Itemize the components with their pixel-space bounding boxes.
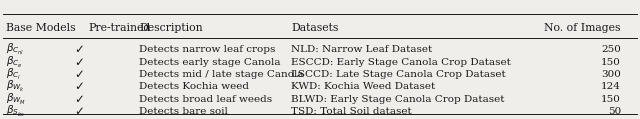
Text: Detects mid / late stage Canola: Detects mid / late stage Canola [140, 70, 304, 79]
Text: ESCCD: Early Stage Canola Crop Dataset: ESCCD: Early Stage Canola Crop Dataset [291, 58, 511, 67]
Text: $\beta_{C_{nl}}$: $\beta_{C_{nl}}$ [6, 42, 25, 57]
Text: Datasets: Datasets [291, 22, 339, 32]
Text: BLWD: Early Stage Canola Crop Dataset: BLWD: Early Stage Canola Crop Dataset [291, 95, 505, 104]
Text: NLD: Narrow Leaf Dataset: NLD: Narrow Leaf Dataset [291, 45, 433, 54]
Text: Detects Kochia weed: Detects Kochia weed [140, 82, 250, 91]
Text: $\beta_{S_{bs}}$: $\beta_{S_{bs}}$ [6, 104, 26, 119]
Text: 250: 250 [601, 45, 621, 54]
Text: $\beta_{C_l}$: $\beta_{C_l}$ [6, 67, 22, 82]
Text: Detects broad leaf weeds: Detects broad leaf weeds [140, 95, 273, 104]
Text: 300: 300 [601, 70, 621, 79]
Text: ✓: ✓ [74, 105, 84, 118]
Text: ✓: ✓ [74, 43, 84, 56]
Text: $\beta_{W_k}$: $\beta_{W_k}$ [6, 79, 26, 94]
Text: ✓: ✓ [74, 80, 84, 93]
Text: 150: 150 [601, 95, 621, 104]
Text: Detects narrow leaf crops: Detects narrow leaf crops [140, 45, 276, 54]
Text: 50: 50 [608, 107, 621, 116]
Text: No. of Images: No. of Images [545, 22, 621, 32]
Text: ✓: ✓ [74, 93, 84, 106]
Text: Description: Description [140, 22, 203, 32]
Text: Detects bare soil: Detects bare soil [140, 107, 228, 116]
Text: Pre-trained: Pre-trained [89, 22, 151, 32]
Text: KWD: Kochia Weed Dataset: KWD: Kochia Weed Dataset [291, 82, 436, 91]
Text: Detects early stage Canola: Detects early stage Canola [140, 58, 281, 67]
Text: ✓: ✓ [74, 56, 84, 69]
Text: ✓: ✓ [74, 68, 84, 81]
Text: $\beta_{C_e}$: $\beta_{C_e}$ [6, 55, 23, 70]
Text: $\beta_{W_M}$: $\beta_{W_M}$ [6, 92, 26, 107]
Text: 150: 150 [601, 58, 621, 67]
Text: TSD: Total Soil dataset: TSD: Total Soil dataset [291, 107, 412, 116]
Text: Base Models: Base Models [6, 22, 76, 32]
Text: LSCCD: Late Stage Canola Crop Dataset: LSCCD: Late Stage Canola Crop Dataset [291, 70, 506, 79]
Text: 124: 124 [601, 82, 621, 91]
